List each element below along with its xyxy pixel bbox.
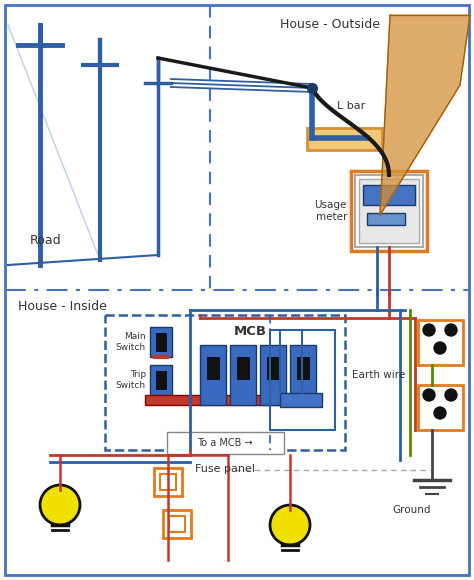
Text: Usage
meter: Usage meter bbox=[315, 200, 347, 222]
Text: Fuse panel: Fuse panel bbox=[195, 464, 255, 474]
Bar bbox=[156, 333, 166, 351]
Bar bbox=[367, 213, 405, 225]
Bar bbox=[260, 345, 286, 405]
Text: House - Inside: House - Inside bbox=[18, 300, 107, 313]
Bar bbox=[145, 395, 305, 405]
Bar bbox=[169, 516, 185, 532]
Bar bbox=[307, 128, 382, 150]
Text: To a MCB →: To a MCB → bbox=[197, 438, 253, 448]
Bar bbox=[267, 357, 279, 379]
Bar bbox=[418, 320, 463, 365]
Bar bbox=[230, 345, 256, 405]
Bar bbox=[105, 315, 345, 450]
Bar bbox=[280, 393, 322, 407]
Circle shape bbox=[445, 324, 457, 336]
Bar bbox=[297, 357, 309, 379]
Bar bbox=[290, 345, 316, 405]
Text: Ground: Ground bbox=[393, 505, 431, 515]
Bar bbox=[207, 357, 219, 379]
Circle shape bbox=[434, 407, 446, 419]
Bar bbox=[163, 510, 191, 538]
Bar bbox=[363, 185, 415, 205]
Text: House - Outside: House - Outside bbox=[280, 18, 380, 31]
Circle shape bbox=[270, 505, 310, 545]
Text: Trip
Switch: Trip Switch bbox=[116, 370, 146, 390]
Text: MCB: MCB bbox=[234, 325, 266, 338]
Circle shape bbox=[40, 485, 80, 525]
Circle shape bbox=[423, 324, 435, 336]
Bar bbox=[150, 327, 172, 357]
Bar bbox=[160, 474, 176, 490]
Circle shape bbox=[434, 342, 446, 354]
Text: L bar: L bar bbox=[337, 101, 365, 111]
Bar bbox=[200, 345, 226, 405]
Bar bbox=[355, 175, 423, 247]
Text: Main
Switch: Main Switch bbox=[116, 332, 146, 351]
Circle shape bbox=[423, 389, 435, 401]
Polygon shape bbox=[380, 15, 470, 215]
FancyBboxPatch shape bbox=[167, 432, 284, 454]
Text: Earth wire: Earth wire bbox=[352, 370, 405, 380]
Bar bbox=[156, 371, 166, 389]
Bar bbox=[237, 357, 249, 379]
Bar bbox=[150, 365, 172, 395]
Bar bbox=[351, 171, 427, 251]
Bar bbox=[154, 468, 182, 496]
Bar bbox=[418, 385, 463, 430]
Bar bbox=[359, 179, 419, 243]
Circle shape bbox=[445, 389, 457, 401]
Text: Road: Road bbox=[30, 234, 62, 246]
Bar bbox=[270, 330, 335, 430]
